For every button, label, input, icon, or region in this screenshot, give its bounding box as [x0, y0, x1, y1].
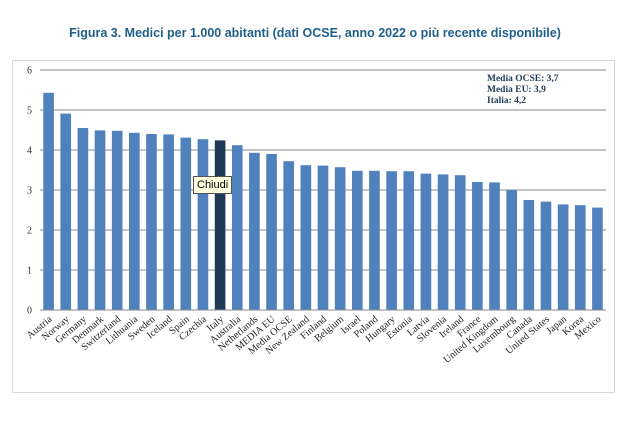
bar-belgium [334, 167, 346, 310]
y-tick-label: 3 [27, 186, 32, 197]
y-tick-label: 6 [27, 66, 32, 77]
bar-spain [180, 137, 192, 310]
bar-switzerland [111, 130, 123, 310]
bar-mexico [592, 207, 603, 310]
bar-germany [77, 128, 89, 310]
y-tick-label: 1 [27, 266, 32, 277]
bar-new-zealand [300, 165, 312, 310]
annotation-text: Media OCSE: 3,7 [487, 74, 559, 84]
bar-media-ocse [283, 161, 295, 310]
bar-hungary [386, 171, 397, 310]
bar-latvia [420, 173, 432, 310]
bar-australia [231, 145, 243, 310]
close-tooltip[interactable]: Chiudi [193, 176, 233, 194]
bar-israel [351, 170, 363, 310]
y-tick-label: 2 [27, 226, 32, 237]
bar-norway [60, 113, 72, 310]
bar-france [472, 182, 483, 310]
bar-poland [369, 170, 380, 310]
bar-finland [317, 165, 329, 310]
bar-ireland [454, 175, 466, 310]
bar-luxembourg [506, 190, 517, 310]
bar-estonia [403, 171, 415, 310]
bar-czechia [197, 139, 209, 310]
bar-denmark [94, 130, 106, 310]
bar-lithuania [129, 132, 140, 310]
bar-united-states [540, 201, 552, 310]
y-tick-label: 4 [27, 146, 32, 157]
bar-netherlands [249, 152, 260, 310]
bars [43, 92, 603, 310]
bar-united-kingdom [489, 182, 500, 310]
bar-italy [214, 140, 226, 310]
bar-slovenia [437, 174, 449, 310]
y-axis-ticks: 0 1 2 3 4 5 6 [27, 66, 32, 317]
bar-japan [557, 204, 569, 310]
bar-sweden [146, 134, 157, 310]
bar-korea [574, 205, 586, 310]
y-tick-label: 5 [27, 106, 32, 117]
bar-iceland [163, 134, 174, 310]
y-tick-label: 0 [27, 306, 32, 317]
bar-media-eu [266, 154, 277, 310]
annotation-text: Media EU: 3,9 [487, 85, 546, 95]
x-axis-labels: AustriaNorwayGermanyDenmarkSwitzerlandLi… [25, 313, 603, 365]
bar-austria [43, 92, 54, 310]
bar-canada [523, 200, 535, 310]
annotation-text: Italia: 4,2 [487, 96, 526, 106]
chart-title: Figura 3. Medici per 1.000 abitanti (dat… [69, 26, 561, 40]
